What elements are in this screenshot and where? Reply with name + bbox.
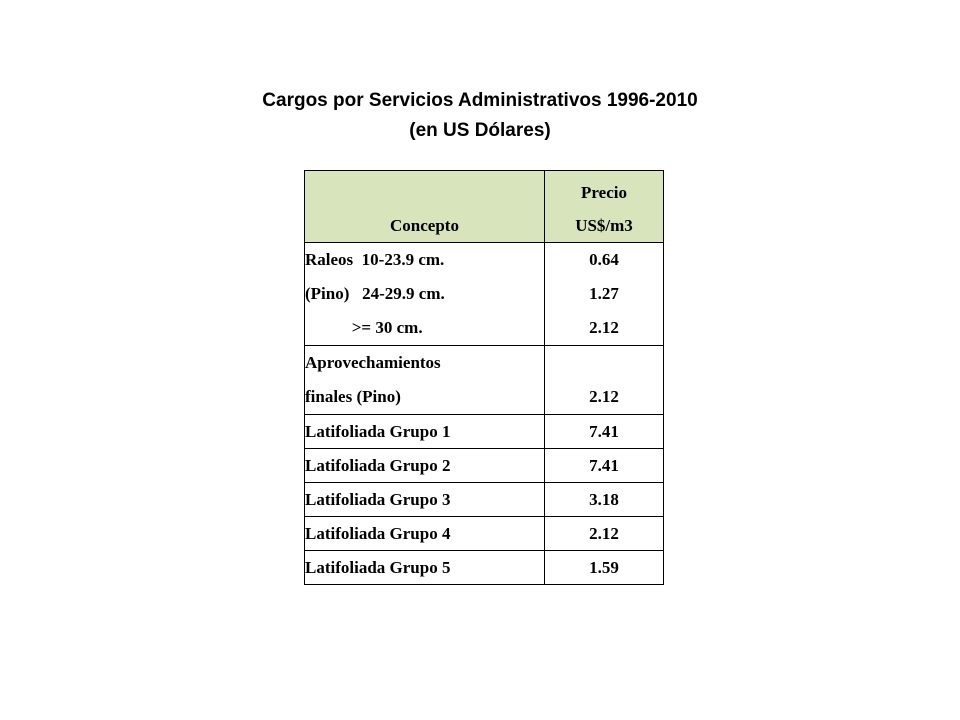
- table-row-aprovechamientos: Aprovechamientos finales (Pino) 2.12: [304, 345, 664, 415]
- table-row: Latifoliada Grupo 1 7.41: [304, 414, 664, 449]
- header-precio-label: Precio: [581, 183, 627, 202]
- header-precio: Precio US$/m3: [544, 170, 664, 243]
- title-line-2: (en US Dólares): [409, 120, 551, 141]
- header-precio-unit: US$/m3: [575, 216, 633, 235]
- cell-precio-raleos: 0.64 1.27 2.12: [544, 242, 664, 346]
- table-row-raleos: Raleos 10-23.9 cm. (Pino) 24-29.9 cm. >=…: [304, 242, 664, 346]
- cell-concepto: Latifoliada Grupo 2: [304, 448, 545, 483]
- table-row: Latifoliada Grupo 5 1.59: [304, 550, 664, 585]
- raleos-price-1: 0.64: [589, 250, 619, 269]
- table-header-row: Concepto Precio US$/m3: [304, 170, 664, 243]
- aprovechamientos-line-1: Aprovechamientos: [305, 353, 441, 372]
- raleos-line-2: (Pino) 24-29.9 cm.: [305, 284, 445, 303]
- cell-concepto: Latifoliada Grupo 1: [304, 414, 545, 449]
- raleos-price-2: 1.27: [589, 284, 619, 303]
- cell-precio-aprovechamientos: 2.12: [544, 345, 664, 415]
- cell-precio: 3.18: [544, 482, 664, 517]
- cell-concepto: Latifoliada Grupo 3: [304, 482, 545, 517]
- cell-concepto: Latifoliada Grupo 5: [304, 550, 545, 585]
- header-concepto-label: Concepto: [390, 216, 459, 235]
- cell-precio: 1.59: [544, 550, 664, 585]
- raleos-price-3: 2.12: [589, 318, 619, 337]
- aprovechamientos-price: 2.12: [589, 387, 619, 406]
- price-table: Concepto Precio US$/m3 Raleos 10-23.9 cm…: [304, 170, 664, 585]
- cell-concepto-raleos: Raleos 10-23.9 cm. (Pino) 24-29.9 cm. >=…: [304, 242, 545, 346]
- raleos-line-1: Raleos 10-23.9 cm.: [305, 250, 445, 269]
- document-title: Cargos por Servicios Administrativos 199…: [0, 86, 960, 146]
- table-row: Latifoliada Grupo 4 2.12: [304, 516, 664, 551]
- aprovechamientos-line-2: finales (Pino): [305, 387, 401, 406]
- table-row: Latifoliada Grupo 2 7.41: [304, 448, 664, 483]
- raleos-line-3: >= 30 cm.: [305, 318, 423, 337]
- header-concepto: Concepto: [304, 170, 545, 243]
- cell-precio: 7.41: [544, 448, 664, 483]
- title-line-1: Cargos por Servicios Administrativos 199…: [262, 90, 698, 111]
- cell-concepto: Latifoliada Grupo 4: [304, 516, 545, 551]
- cell-precio: 7.41: [544, 414, 664, 449]
- cell-concepto-aprovechamientos: Aprovechamientos finales (Pino): [304, 345, 545, 415]
- table-row: Latifoliada Grupo 3 3.18: [304, 482, 664, 517]
- cell-precio: 2.12: [544, 516, 664, 551]
